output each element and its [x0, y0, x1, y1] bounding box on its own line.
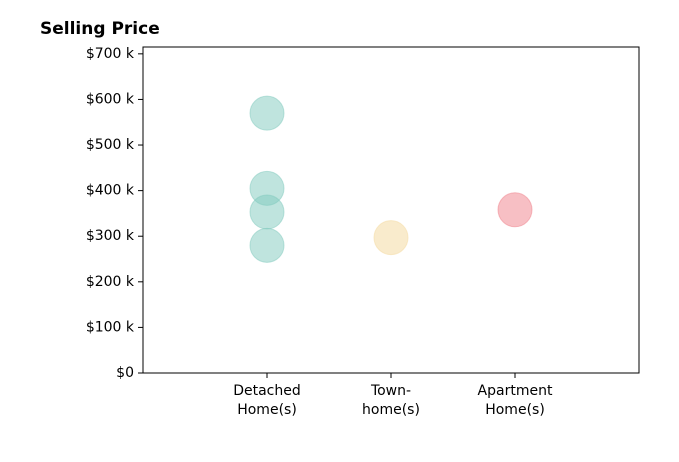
point	[497, 192, 533, 228]
chart-title: Selling Price	[40, 19, 160, 39]
y-tick-label: $400 k	[86, 183, 135, 199]
point	[249, 227, 285, 263]
y-tick-label: $700 k	[86, 46, 135, 62]
x-tick-label: Town- home(s)	[362, 383, 420, 418]
point	[373, 220, 409, 256]
y-tick-label: $600 k	[86, 91, 135, 107]
y-tick-label: $500 k	[86, 137, 135, 153]
y-tick-label: $0	[116, 365, 134, 381]
y-tick-label: $300 k	[86, 228, 135, 244]
y-tick-label: $200 k	[86, 274, 135, 290]
y-tick-label: $100 k	[86, 319, 135, 335]
x-tick-label: Apartment Home(s)	[477, 383, 553, 418]
point	[249, 95, 285, 131]
point	[249, 194, 285, 230]
x-tick-label: Detached Home(s)	[233, 383, 301, 418]
plot-frame	[142, 46, 640, 374]
